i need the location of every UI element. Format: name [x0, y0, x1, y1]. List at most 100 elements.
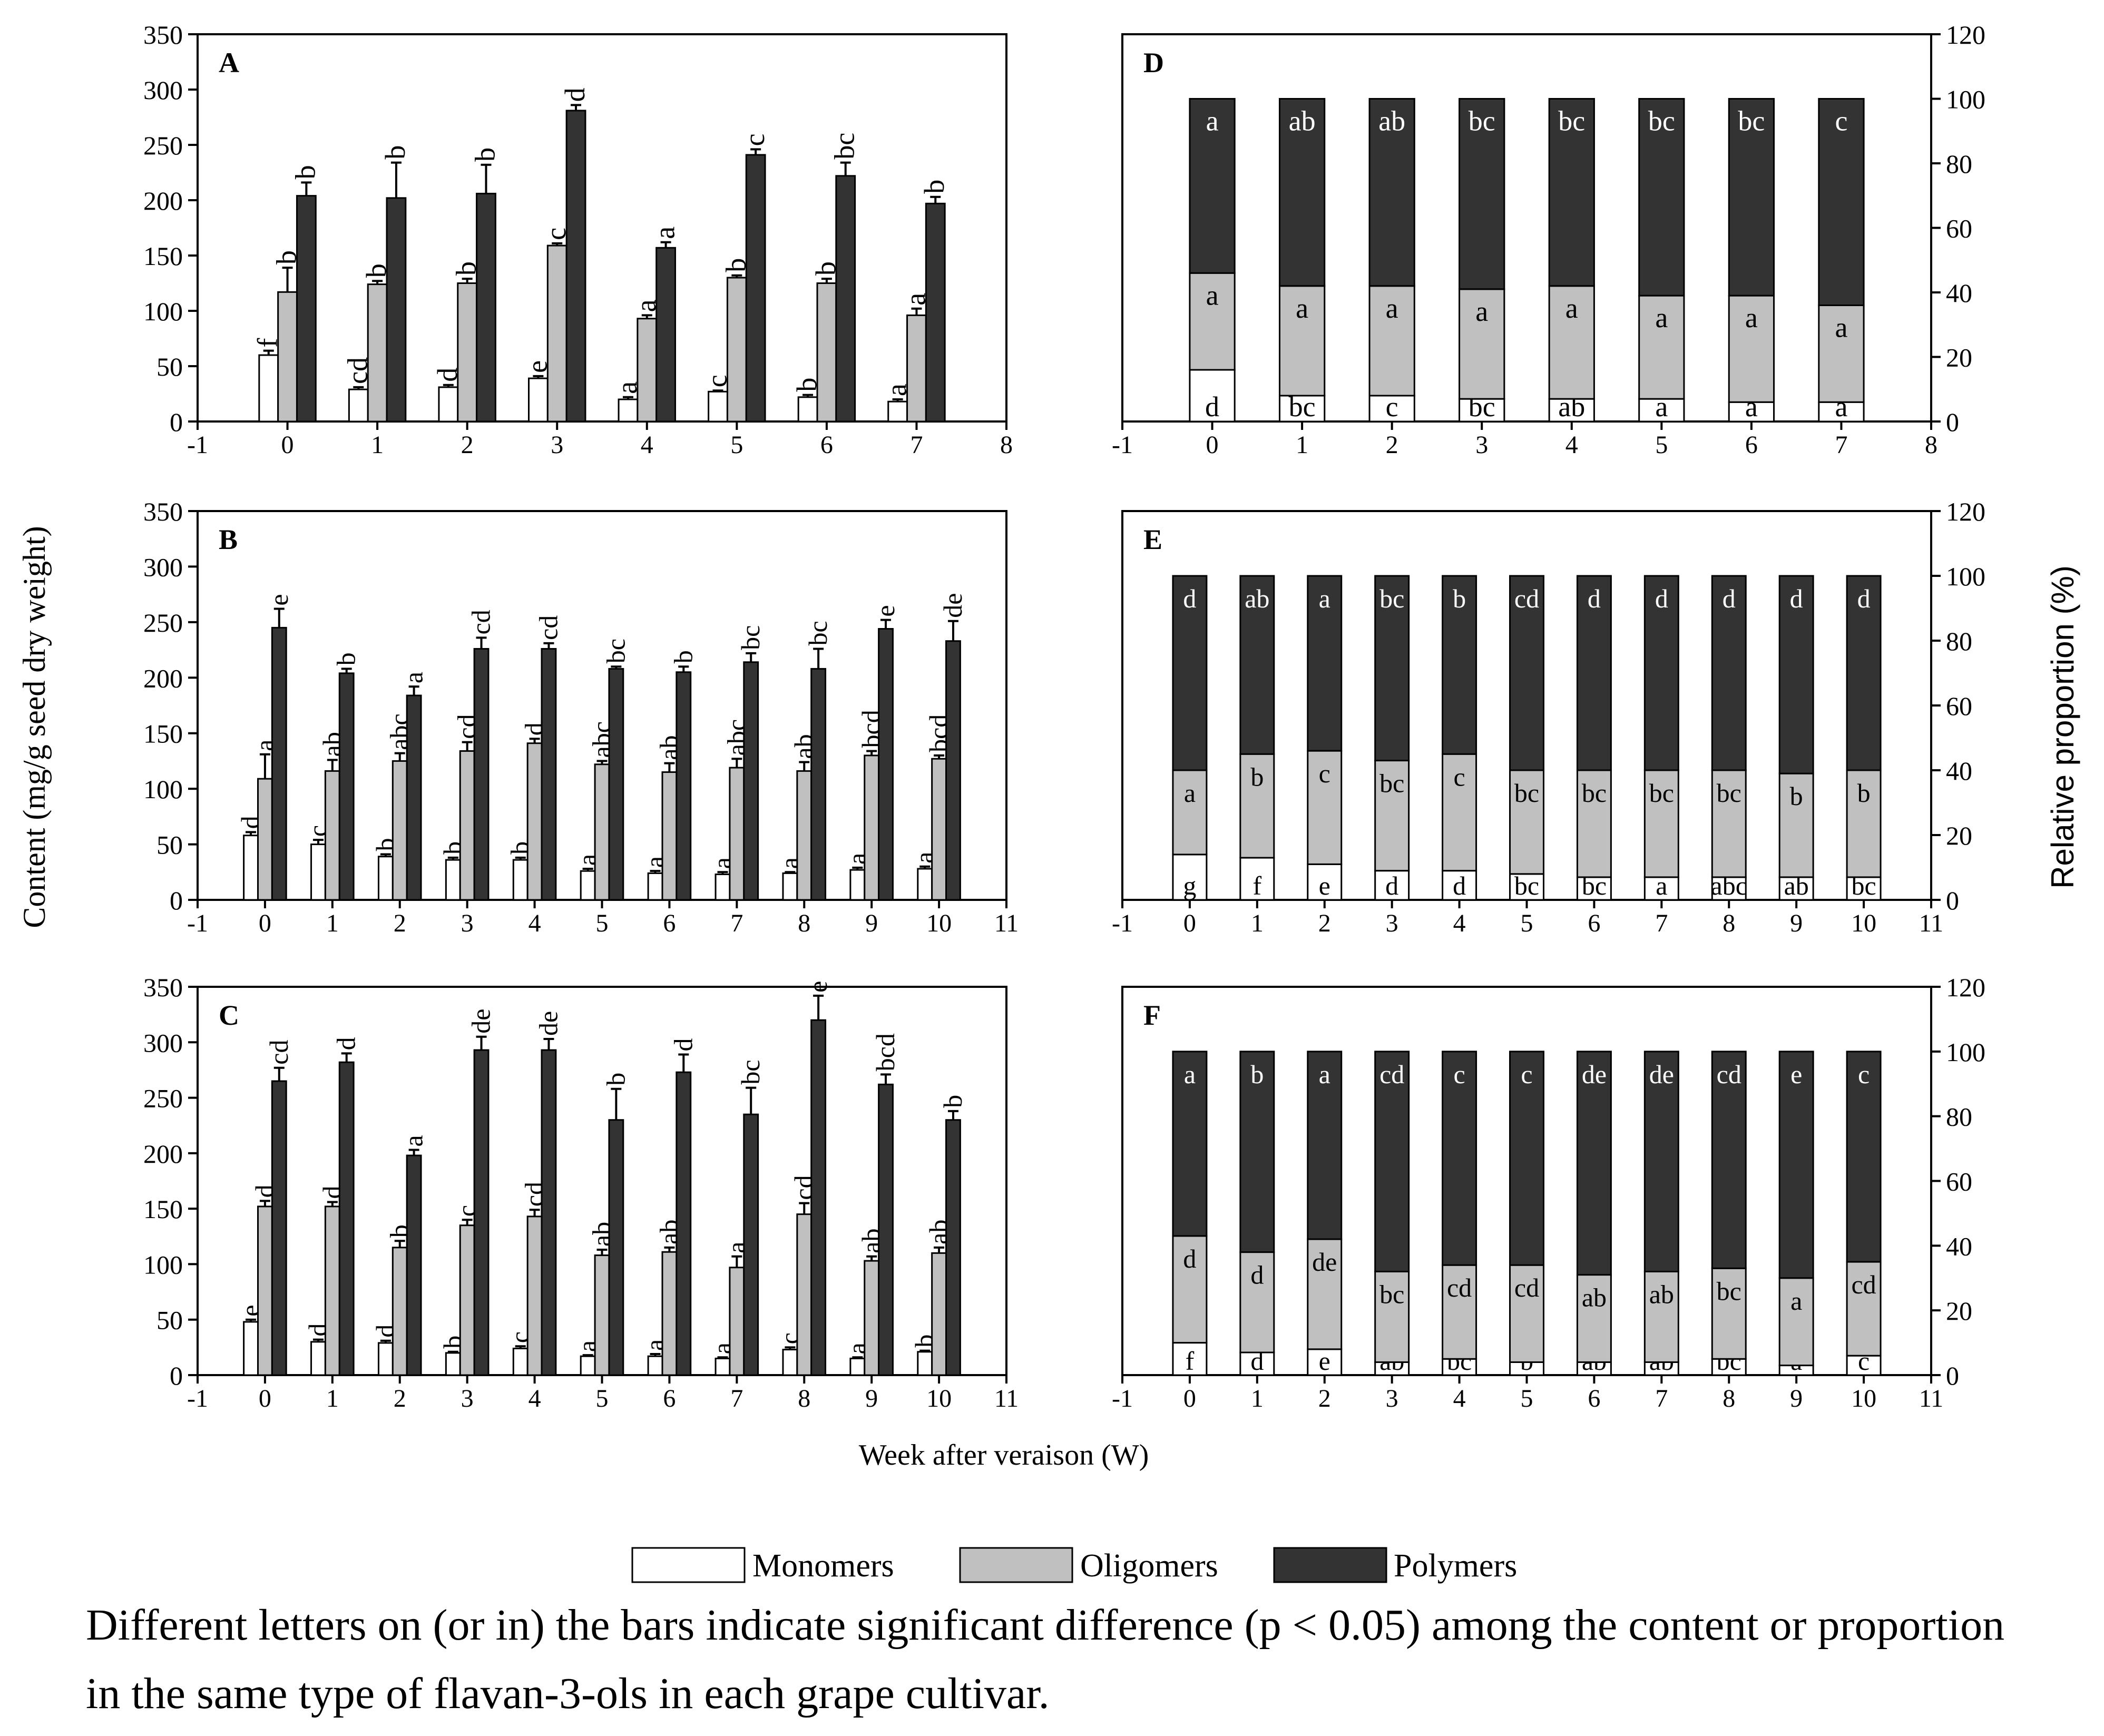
- stacked-segment-polymers: [1307, 1051, 1343, 1240]
- stacked-segment-polymers: [1711, 1051, 1747, 1269]
- bar-oligomers: [546, 244, 567, 423]
- stacked-segment-monomers: [1509, 873, 1544, 901]
- significance-letter: e: [521, 360, 553, 373]
- bar-oligomers: [796, 770, 813, 901]
- significance-letter: a: [1184, 1060, 1196, 1089]
- bar-polymers: [655, 247, 677, 423]
- x-tick-label: 1: [1251, 909, 1264, 937]
- bar-polymers: [878, 628, 894, 901]
- bar-oligomers: [796, 1213, 813, 1376]
- x-tick-label: 11: [1919, 909, 1943, 937]
- x-tick-label: 7: [1835, 431, 1847, 459]
- x-tick-label: 8: [798, 1385, 810, 1413]
- stacked-segment-oligomers: [1711, 769, 1747, 878]
- significance-letter: d: [1385, 871, 1398, 900]
- y-tick-label: 100: [1946, 85, 1985, 114]
- stacked-segment-monomers: [1368, 395, 1415, 423]
- stacked-segment-polymers: [1459, 98, 1505, 290]
- y-tick-label: 80: [1946, 1102, 1972, 1132]
- y-tick-label: 60: [1946, 1167, 1972, 1196]
- bar-oligomers: [324, 770, 340, 901]
- significance-letter: bc: [1558, 105, 1585, 137]
- y-axis-label-left: Content (mg/g seed dry weight): [17, 526, 52, 928]
- stacked-segment-oligomers: [1239, 753, 1275, 859]
- stacked-segment-polymers: [1846, 1051, 1882, 1263]
- bar-monomers: [243, 1321, 259, 1376]
- bar-monomers: [715, 1357, 731, 1376]
- bar-oligomers: [526, 742, 543, 901]
- stacked-segment-polymers: [1643, 575, 1679, 771]
- significance-letter: c: [701, 375, 733, 387]
- stacked-segment-monomers: [1189, 369, 1236, 423]
- significance-letter: d: [1655, 584, 1668, 613]
- stacked-segment-polymers: [1374, 575, 1410, 762]
- stacked-segment-oligomers: [1374, 760, 1410, 872]
- x-tick-label: 9: [865, 1385, 878, 1413]
- bar-polymers: [608, 1119, 624, 1376]
- x-tick-label: 7: [1655, 909, 1668, 937]
- significance-letter: b: [379, 145, 411, 160]
- legend-label-oligomers: Oligomers: [1080, 1548, 1218, 1584]
- bar-monomers: [512, 859, 529, 901]
- significance-letter: b: [1790, 781, 1803, 811]
- significance-letter: bc: [1648, 105, 1675, 137]
- x-tick-label: 5: [730, 431, 743, 459]
- significance-letter: b: [668, 650, 698, 663]
- panel-label: B: [219, 524, 238, 555]
- y-tick-label: 0: [170, 407, 183, 437]
- significance-letter: b: [331, 652, 361, 665]
- panel-label: A: [219, 47, 239, 79]
- bar-polymers: [541, 1049, 557, 1376]
- significance-letter: a: [1184, 778, 1196, 808]
- bar-monomers: [715, 874, 731, 901]
- legend-label-monomers: Monomers: [752, 1548, 894, 1584]
- x-tick-label: 4: [641, 431, 653, 459]
- bar-oligomers: [594, 763, 610, 901]
- significance-letter: b: [938, 1095, 967, 1108]
- stacked-segment-monomers: [1638, 398, 1685, 423]
- x-tick-label: 6: [1745, 431, 1758, 459]
- significance-letter: e: [1790, 1060, 1802, 1089]
- stacked-segment-oligomers: [1442, 753, 1477, 872]
- stacked-segment-oligomers: [1374, 1270, 1410, 1363]
- stacked-segment-polymers: [1509, 1051, 1544, 1266]
- panel-label: F: [1143, 999, 1161, 1031]
- bar-monomers: [887, 400, 908, 423]
- bar-monomers: [618, 398, 639, 423]
- stacked-segment-oligomers: [1239, 1251, 1275, 1354]
- x-tick-label: 2: [461, 431, 474, 459]
- x-tick-label: 8: [1000, 431, 1013, 459]
- significance-letter: bc: [1514, 778, 1539, 808]
- significance-letter: bc: [601, 639, 630, 663]
- significance-letter: de: [938, 593, 967, 618]
- stacked-segment-oligomers: [1728, 295, 1775, 403]
- x-tick-label: -1: [187, 909, 208, 937]
- significance-letter: bc: [1514, 871, 1539, 900]
- significance-letter: b: [1250, 1060, 1264, 1089]
- y-tick-label: 50: [156, 352, 183, 381]
- stacked-segment-monomers: [1818, 401, 1865, 423]
- x-axis-label: Week after veraison (W): [859, 1439, 1149, 1472]
- bar-polymers: [945, 640, 961, 901]
- stacked-segment-oligomers: [1278, 285, 1326, 397]
- y-tick-label: 40: [1946, 756, 1972, 786]
- legend: Monomers Oligomers Polymers: [631, 1547, 1517, 1584]
- stacked-segment-oligomers: [1778, 772, 1814, 878]
- stacked-segment-oligomers: [1189, 272, 1236, 371]
- bar-monomers: [310, 1341, 326, 1376]
- x-tick-label: 3: [1386, 1385, 1398, 1413]
- bar-polymers: [338, 1061, 355, 1376]
- bar-oligomers: [864, 1260, 880, 1376]
- y-axis-label-right: Relative proportion (%): [2045, 565, 2080, 889]
- significance-letter: a: [1745, 302, 1758, 334]
- figure-note: Different letters on (or in) the bars in…: [86, 1601, 2005, 1718]
- significance-letter: cd: [1514, 584, 1539, 613]
- x-tick-label: -1: [187, 1385, 208, 1413]
- x-tick-label: 1: [1251, 1385, 1264, 1413]
- y-tick-label: 0: [1946, 407, 1959, 437]
- x-tick-label: 0: [259, 1385, 271, 1413]
- bar-oligomers: [257, 778, 273, 901]
- stacked-segment-monomers: [1846, 1355, 1882, 1376]
- x-tick-label: 11: [994, 909, 1019, 937]
